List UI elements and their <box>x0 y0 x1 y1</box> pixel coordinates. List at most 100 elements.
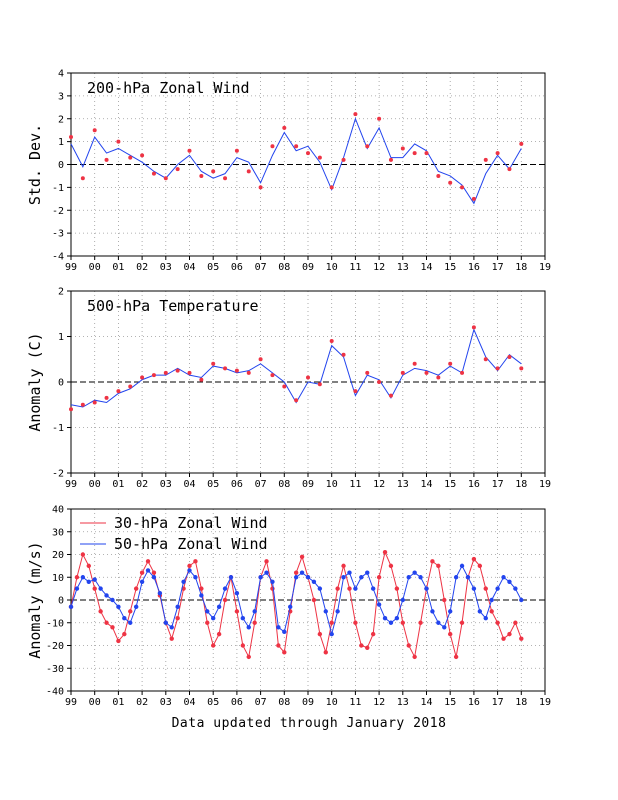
x-tick-label: 99 <box>65 262 77 273</box>
data-point-blue <box>222 586 228 591</box>
data-point-blue <box>234 590 240 596</box>
y-tick-label: 2 <box>58 114 64 125</box>
data-point-blue <box>270 579 275 584</box>
data-point-red <box>122 631 127 637</box>
data-point <box>246 370 251 375</box>
data-point <box>306 151 310 156</box>
y-tick-label: -10 <box>46 618 64 629</box>
y-tick-label: 1 <box>58 332 64 343</box>
data-point-blue <box>151 575 157 580</box>
y-tick-label: 3 <box>58 91 64 102</box>
data-point-blue <box>228 575 234 580</box>
x-tick-label: 03 <box>160 697 172 708</box>
data-point-blue <box>341 575 346 580</box>
x-tick-label: 04 <box>183 697 195 708</box>
data-point-blue <box>495 586 500 591</box>
x-tick-label: 14 <box>420 479 432 490</box>
x-tick-label: 18 <box>515 697 527 708</box>
data-point <box>163 176 168 181</box>
legend-label-blue: 50-hPa Zonal Wind <box>114 535 268 553</box>
data-point-red <box>513 620 518 625</box>
data-point-blue <box>110 597 115 603</box>
data-point <box>329 185 334 190</box>
data-point-red <box>133 586 139 591</box>
data-point-red <box>323 650 328 655</box>
x-tick-label: 12 <box>373 697 385 708</box>
data-point-blue <box>353 586 358 591</box>
x-tick-label: 11 <box>349 697 361 708</box>
data-point-blue <box>205 609 210 614</box>
data-point-blue <box>430 609 435 614</box>
data-point-red <box>80 552 86 557</box>
y-tick-label: 0 <box>58 160 64 171</box>
x-tick-label: 03 <box>160 479 172 490</box>
data-point-blue <box>406 575 411 580</box>
x-tick-label: 04 <box>183 479 195 490</box>
data-point-blue <box>133 604 139 610</box>
data-point-blue <box>193 575 198 580</box>
data-point-red <box>382 550 388 555</box>
x-tick-label: 09 <box>302 262 314 273</box>
data-point <box>234 368 239 373</box>
legend-label-red: 30-hPa Zonal Wind <box>114 514 268 532</box>
data-point <box>317 155 322 160</box>
data-point-blue <box>329 631 334 637</box>
data-point-red <box>459 620 465 625</box>
data-point-blue <box>359 575 364 580</box>
data-point-red <box>169 636 174 641</box>
data-point <box>495 151 500 156</box>
data-point-blue <box>116 604 121 610</box>
x-tick-label: 07 <box>255 479 267 490</box>
data-point <box>270 373 275 378</box>
data-point-red <box>311 597 317 603</box>
data-point-blue <box>376 602 382 607</box>
data-point-red <box>86 563 91 569</box>
data-point <box>353 112 358 117</box>
data-point-red <box>507 631 512 637</box>
data-point-blue <box>163 620 168 625</box>
series-line <box>70 328 522 408</box>
data-point <box>471 325 476 330</box>
data-point-red <box>193 559 198 564</box>
x-tick-label: 10 <box>326 262 338 273</box>
data-point-red <box>519 636 524 641</box>
x-tick-label: 08 <box>278 697 290 708</box>
data-point <box>199 377 204 382</box>
data-point-blue <box>276 625 281 630</box>
data-point <box>211 169 216 174</box>
data-point <box>140 153 145 158</box>
data-point <box>282 384 287 389</box>
x-tick-label: 01 <box>112 262 124 273</box>
y-tick-label: -2 <box>52 206 64 217</box>
data-point-blue <box>252 609 257 614</box>
data-point-red <box>448 631 453 637</box>
x-tick-label: 10 <box>326 697 338 708</box>
x-tick-label: 02 <box>136 262 148 273</box>
data-point <box>116 139 121 144</box>
x-tick-label: 13 <box>397 479 409 490</box>
data-point <box>69 407 73 412</box>
data-point <box>294 398 299 403</box>
data-point-blue <box>365 570 370 575</box>
data-point-blue <box>394 616 400 621</box>
y-tick-label: -2 <box>52 469 64 480</box>
series-line-red <box>70 550 522 659</box>
data-point <box>223 366 228 371</box>
data-point-red <box>104 620 109 625</box>
data-point <box>258 185 263 190</box>
data-point-blue <box>412 570 417 575</box>
data-point-red <box>400 620 405 625</box>
plot-frame <box>70 72 546 257</box>
x-tick-label: 15 <box>444 479 456 490</box>
data-point <box>246 169 251 174</box>
x-tick-label: 09 <box>302 697 314 708</box>
data-point-blue <box>104 593 109 598</box>
data-point-blue <box>293 575 299 580</box>
data-point-red <box>412 654 417 660</box>
y-tick-label: -30 <box>46 664 64 675</box>
data-point-blue <box>465 575 471 580</box>
data-point-red <box>453 654 459 660</box>
x-tick-label: 01 <box>112 479 124 490</box>
y-tick-label: -40 <box>46 687 64 698</box>
data-point-red <box>317 631 323 637</box>
